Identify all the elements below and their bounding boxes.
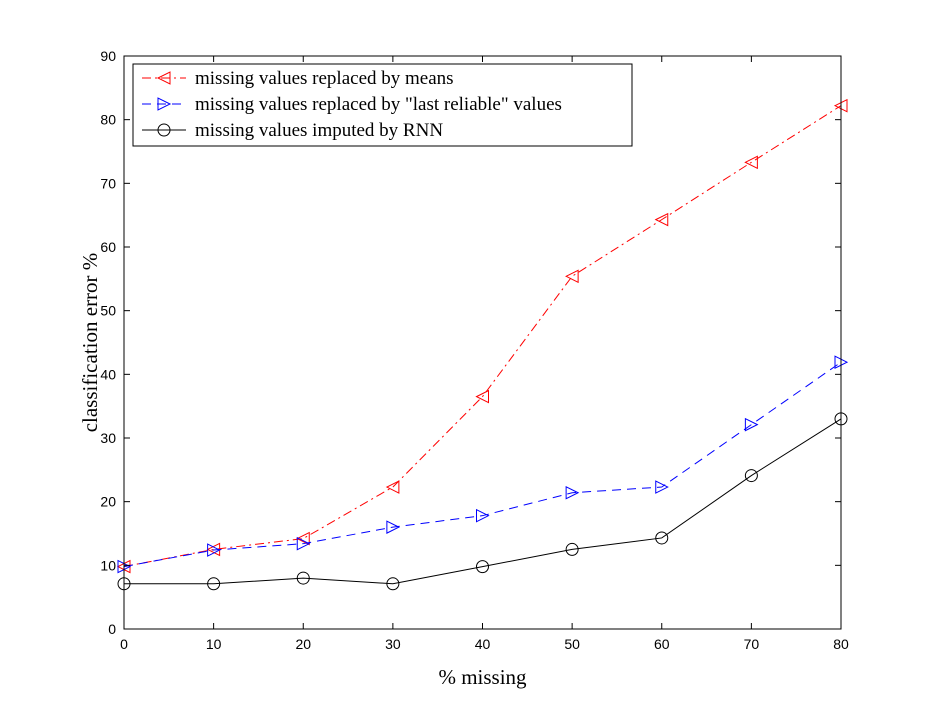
- series-1-point: [296, 531, 310, 546]
- legend-item: missing values replaced by "last reliabl…: [142, 94, 562, 115]
- y-tick-label: 80: [100, 112, 116, 128]
- legend-item: missing values replaced by means: [142, 68, 454, 89]
- series-3-point: [207, 577, 221, 591]
- series-3-point: [565, 542, 579, 556]
- y-tick-label: 90: [100, 48, 116, 64]
- legend-box: [132, 63, 633, 147]
- series-1-line: [123, 105, 842, 568]
- series-2-point: [296, 536, 311, 551]
- legend-label: missing values imputed by RNN: [195, 120, 443, 141]
- y-tick-label: 10: [100, 557, 116, 573]
- series-1-point: [385, 480, 400, 494]
- circle-marker: [157, 123, 171, 137]
- series-3-point: [386, 577, 400, 591]
- x-tick-label: 50: [564, 636, 580, 652]
- series-3-line: [124, 418, 842, 585]
- y-tick-label: 20: [100, 494, 116, 510]
- x-tick-label: 80: [833, 636, 849, 652]
- y-tick-label: 40: [100, 366, 116, 382]
- triangle-right-marker: [157, 97, 172, 111]
- series-1-point: [744, 155, 758, 170]
- x-tick-label: 60: [654, 636, 670, 652]
- series-2-point: [207, 543, 221, 557]
- x-axis-label: % missing: [438, 665, 527, 689]
- series-2-point: [565, 485, 580, 500]
- series-3-point: [655, 531, 669, 545]
- y-tick-label: 30: [100, 430, 116, 446]
- series-3-point: [476, 560, 489, 574]
- y-tick-label: 50: [100, 303, 116, 319]
- triangle-left-marker: [156, 71, 171, 85]
- y-tick-label: 0: [108, 621, 116, 637]
- series-2-point: [655, 480, 669, 494]
- x-tick-label: 70: [744, 636, 760, 652]
- x-tick-label: 40: [475, 636, 491, 652]
- series-3-point: [744, 469, 758, 483]
- legend-label: missing values replaced by means: [195, 68, 454, 89]
- series-2-point: [476, 508, 490, 523]
- series-1-point: [475, 389, 489, 404]
- y-tick-label: 70: [100, 175, 116, 191]
- series-1-point: [565, 269, 579, 284]
- series-2-line: [123, 361, 842, 568]
- x-tick-label: 10: [206, 636, 222, 652]
- y-tick-label: 60: [100, 239, 116, 255]
- series-2-point: [744, 417, 759, 432]
- ticks-layer: 0 10 20 30 40 50 60 70 80 0 10 20 30 40 50 60 70 80 90: [100, 48, 849, 652]
- series-1-point: [654, 212, 669, 227]
- y-axis-label: classification error %: [78, 253, 102, 433]
- x-tick-label: 20: [295, 636, 311, 652]
- series-2-point: [386, 520, 400, 534]
- legend-item: missing values imputed by RNN: [142, 120, 443, 141]
- x-tick-label: 30: [385, 636, 401, 652]
- x-tick-label: 0: [120, 636, 128, 652]
- legend-label: missing values replaced by "last reliabl…: [195, 94, 562, 115]
- legend: missing values replaced by means missing …: [132, 63, 633, 147]
- series-3-point: [296, 571, 310, 585]
